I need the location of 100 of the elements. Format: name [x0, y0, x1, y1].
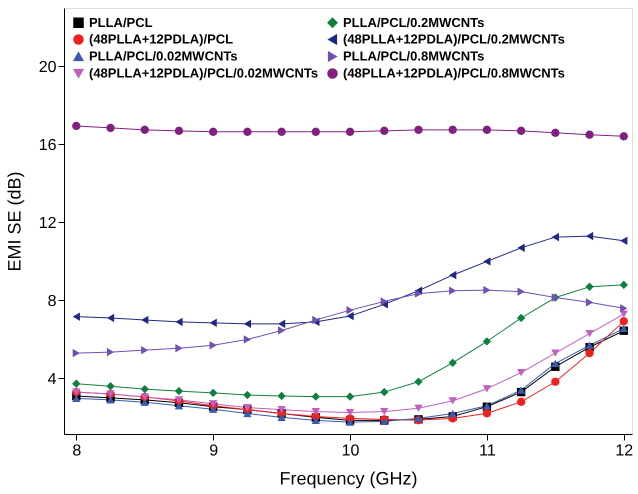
legend-label: (48PLLA+12PDLA)/PCL/0.2MWCNTs [343, 32, 565, 46]
point [483, 257, 491, 266]
point [620, 236, 628, 245]
point [243, 390, 252, 400]
point [174, 386, 184, 396]
point [551, 128, 560, 137]
y-tick-label: 4 [48, 370, 57, 388]
point [551, 360, 560, 368]
x-tick-label: 8 [72, 442, 82, 460]
point [380, 126, 388, 136]
legend-label: (48PLLA+12PDLA)/PCL/0.8MWCNTs [343, 66, 565, 80]
point [380, 297, 388, 306]
y-axis-title: EMI SE (dB) [4, 171, 25, 272]
point [448, 397, 457, 404]
point [482, 337, 492, 346]
point [277, 406, 286, 414]
y-tick-label: 20 [38, 58, 57, 76]
point [586, 298, 594, 307]
point [278, 320, 286, 328]
point [449, 270, 456, 280]
point [277, 414, 286, 422]
point [141, 316, 148, 324]
point [552, 232, 559, 242]
point [244, 335, 252, 344]
point [210, 318, 217, 328]
point [244, 320, 252, 328]
point [551, 378, 560, 386]
x-axis-title: Frequency (GHz) [279, 468, 418, 488]
point [449, 286, 456, 295]
x-tick-label: 11 [479, 442, 496, 460]
point [72, 380, 80, 388]
point [140, 398, 149, 406]
point [141, 346, 148, 354]
point [106, 314, 114, 322]
point [414, 378, 423, 386]
x-tick-label: 10 [342, 442, 360, 460]
point [140, 384, 149, 394]
point [516, 368, 526, 376]
point [585, 342, 594, 349]
point [72, 312, 80, 321]
point [585, 282, 594, 291]
point [243, 410, 252, 418]
x-tick-label: 12 [615, 442, 634, 460]
legend-label: PLLA/PCL/0.2MWCNTs [343, 14, 484, 30]
point [72, 348, 80, 358]
point [312, 392, 320, 401]
point [482, 126, 492, 134]
point [516, 398, 526, 406]
y-tick-label: 8 [48, 292, 57, 310]
point [106, 396, 115, 404]
point [106, 124, 115, 132]
point [414, 404, 423, 412]
point [620, 317, 628, 326]
point [448, 358, 457, 368]
point [278, 326, 286, 335]
legend-label: (48PLLA+12PDLA)/PCL [89, 32, 234, 46]
point [585, 330, 594, 338]
point [585, 348, 594, 358]
point [312, 128, 320, 136]
point [312, 416, 320, 424]
y-tick-label: 16 [38, 136, 57, 154]
point [209, 400, 218, 408]
point [585, 130, 594, 139]
point [140, 126, 149, 134]
point [209, 128, 218, 136]
point [346, 408, 354, 416]
point [518, 244, 525, 252]
point [448, 126, 457, 134]
point [482, 385, 492, 392]
point [175, 318, 183, 326]
point [482, 409, 492, 418]
point [483, 286, 491, 294]
point [72, 394, 80, 402]
point [277, 128, 286, 136]
legend-label: PLLA/PCL [89, 14, 153, 30]
point [346, 306, 354, 314]
point [174, 126, 184, 136]
legend-label: (48PLLA+12PDLA)/PCL/0.02MWCNTs [89, 66, 318, 80]
point [448, 410, 457, 418]
point [620, 304, 628, 312]
point [175, 344, 183, 352]
point [346, 128, 354, 136]
x-tick-label: 9 [209, 442, 218, 460]
point [277, 392, 286, 400]
point [551, 349, 560, 357]
point [72, 122, 80, 130]
point [518, 287, 525, 296]
point [516, 386, 526, 394]
point [380, 408, 388, 416]
point [106, 348, 114, 356]
point [243, 404, 252, 412]
point [516, 126, 526, 136]
point [312, 408, 320, 416]
point [106, 382, 115, 390]
point [346, 392, 354, 401]
point [586, 232, 594, 240]
point [380, 388, 388, 396]
point [620, 324, 628, 332]
point [346, 312, 354, 320]
point [414, 289, 422, 298]
